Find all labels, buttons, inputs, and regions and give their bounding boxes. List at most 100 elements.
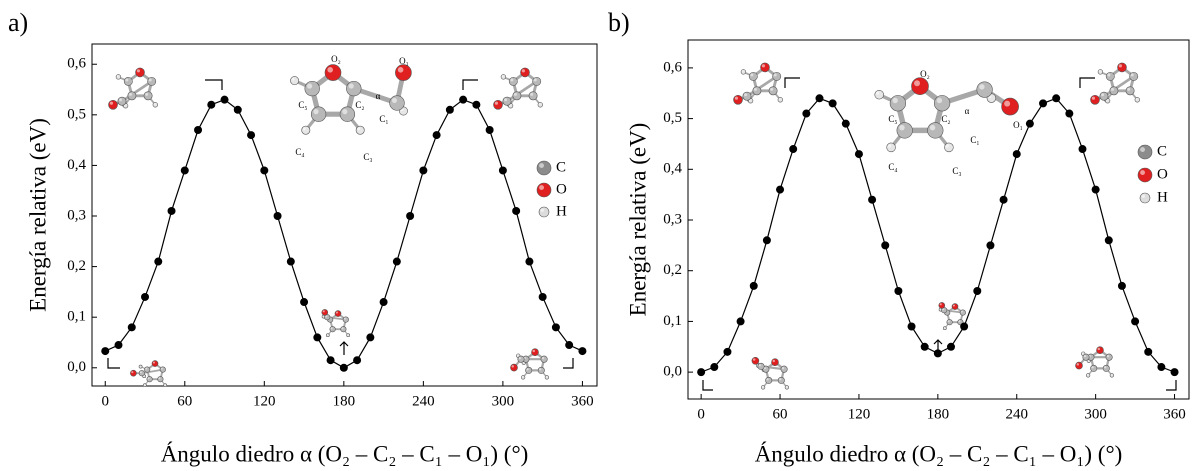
atom-shine bbox=[1004, 100, 1011, 107]
data-point bbox=[326, 356, 335, 365]
atom bbox=[508, 76, 518, 86]
atom bbox=[780, 365, 788, 373]
atom bbox=[310, 106, 327, 122]
atom bbox=[536, 182, 552, 198]
data-point bbox=[273, 212, 282, 221]
atom-shine bbox=[397, 67, 404, 73]
atom-shine bbox=[945, 144, 949, 148]
y-tick-label: 0,1 bbox=[663, 313, 682, 329]
atom-shine bbox=[510, 78, 514, 82]
bond bbox=[745, 75, 779, 98]
atom-shine bbox=[129, 92, 132, 96]
atom-shine bbox=[139, 365, 141, 367]
y-tick-label: 0,5 bbox=[67, 106, 86, 122]
atom bbox=[911, 77, 929, 95]
atom bbox=[760, 385, 766, 390]
legend-label: C bbox=[1157, 143, 1167, 159]
y-tick-label: 0,4 bbox=[663, 161, 682, 177]
atom-shine bbox=[876, 91, 880, 95]
atom bbox=[959, 309, 966, 316]
atom-label: O₁ bbox=[399, 56, 409, 66]
x-tick-label: 180 bbox=[333, 393, 356, 409]
atom bbox=[760, 62, 770, 73]
atom-shine bbox=[899, 124, 905, 131]
data-point bbox=[180, 166, 189, 175]
data-point bbox=[789, 145, 798, 154]
atom-shine bbox=[521, 376, 524, 378]
atom-shine bbox=[147, 377, 150, 380]
atom-shine bbox=[139, 371, 142, 374]
atom-shine bbox=[1091, 366, 1094, 369]
atom-shine bbox=[160, 367, 163, 370]
atom bbox=[751, 356, 760, 365]
data-point bbox=[841, 119, 850, 128]
x-tick-label: 60 bbox=[773, 406, 788, 422]
atom-shine bbox=[781, 366, 785, 370]
atom-shine bbox=[330, 327, 333, 330]
y-tick-label: 0,3 bbox=[67, 207, 86, 223]
atom bbox=[1090, 95, 1100, 105]
atom bbox=[771, 358, 779, 367]
data-point bbox=[392, 257, 401, 266]
atom bbox=[976, 81, 993, 98]
data-point bbox=[960, 322, 969, 331]
data-point bbox=[419, 166, 428, 175]
atom bbox=[147, 76, 157, 86]
data-point bbox=[920, 342, 929, 351]
atom-shine bbox=[770, 87, 774, 91]
atom-shine bbox=[152, 361, 155, 364]
x-tick-label: 120 bbox=[848, 406, 871, 422]
atom bbox=[130, 369, 137, 377]
atom bbox=[329, 326, 336, 333]
atom-shine bbox=[1107, 73, 1111, 77]
atom-shine bbox=[750, 73, 754, 77]
atom-shine bbox=[148, 78, 152, 82]
data-point bbox=[894, 286, 903, 295]
atom-shine bbox=[1135, 98, 1138, 100]
atom bbox=[933, 95, 951, 112]
atom-shine bbox=[347, 334, 349, 336]
x-tick-label: 300 bbox=[1084, 406, 1107, 422]
data-point bbox=[710, 363, 719, 372]
atom bbox=[346, 333, 351, 338]
arrow bbox=[563, 358, 574, 369]
atom bbox=[942, 326, 947, 331]
atom bbox=[123, 76, 133, 86]
atom-shine bbox=[772, 359, 776, 363]
atom bbox=[768, 86, 778, 96]
data-point bbox=[141, 292, 150, 301]
atom bbox=[163, 383, 168, 388]
data-point bbox=[127, 323, 136, 332]
atom-shine bbox=[1106, 354, 1110, 358]
atom-shine bbox=[939, 308, 941, 310]
data-point bbox=[749, 281, 758, 290]
atom-shine bbox=[125, 78, 129, 82]
atom-shine bbox=[325, 315, 328, 318]
atom-shine bbox=[773, 73, 777, 77]
atom bbox=[777, 97, 783, 103]
atom-shine bbox=[744, 93, 748, 97]
x-axis-label: Ángulo diedro α (O₂ – C₂ – C₁ – O₁) (°) bbox=[755, 441, 1123, 466]
atom-shine bbox=[538, 103, 541, 105]
atom-shine bbox=[494, 101, 498, 105]
atom bbox=[784, 385, 790, 390]
y-tick-label: 0,1 bbox=[67, 309, 86, 325]
data-point bbox=[907, 322, 916, 331]
atom-shine bbox=[741, 70, 744, 72]
atom bbox=[517, 355, 525, 363]
data-point bbox=[802, 109, 811, 118]
data-point bbox=[472, 100, 481, 109]
atom-shine bbox=[514, 92, 517, 96]
plot-frame bbox=[687, 39, 1190, 400]
data-point bbox=[723, 347, 732, 356]
plot-frame bbox=[91, 43, 598, 387]
x-tick-label: 360 bbox=[1163, 406, 1186, 422]
x-tick-label: 120 bbox=[253, 393, 276, 409]
atom-shine bbox=[357, 127, 361, 131]
legend-label: O bbox=[1157, 166, 1168, 182]
atom bbox=[325, 333, 330, 338]
data-point bbox=[207, 100, 216, 109]
atom-shine bbox=[939, 303, 942, 306]
legend-label: O bbox=[556, 181, 567, 197]
data-point bbox=[498, 166, 507, 175]
